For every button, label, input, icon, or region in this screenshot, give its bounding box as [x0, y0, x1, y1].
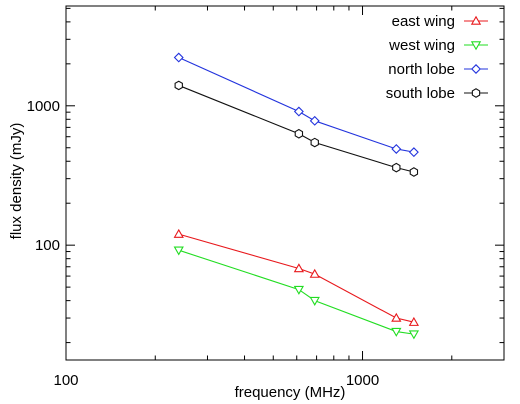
data-point: [309, 115, 320, 126]
legend-label: north lobe: [388, 61, 455, 78]
legend-item: west wing: [388, 37, 488, 54]
x-tick-label: 1000: [346, 372, 379, 389]
data-point: [409, 167, 419, 177]
data-point: [173, 246, 184, 256]
data-point: [294, 128, 304, 139]
x-tick-label: 100: [53, 372, 78, 389]
legend-item: north lobe: [388, 61, 488, 78]
data-point: [408, 316, 420, 326]
series-line: [178, 233, 415, 323]
legend-item: south lobe: [386, 85, 488, 102]
y-tick-label: 100: [35, 237, 60, 254]
data-point: [391, 327, 402, 337]
legend-label: south lobe: [386, 85, 455, 102]
legend-label: east wing: [392, 13, 455, 30]
data-point: [408, 330, 420, 340]
series-line: [178, 249, 414, 335]
series-south-lobe: [174, 80, 419, 177]
legend-marker: [471, 88, 481, 98]
data-point: [408, 147, 419, 158]
data-point: [173, 228, 184, 238]
series-layer: [173, 52, 420, 340]
series-north-lobe: [173, 52, 419, 158]
legend-marker: [471, 64, 481, 74]
x-axis-label: frequency (MHz): [235, 384, 346, 401]
data-point: [310, 137, 319, 148]
plot-frame: [65, 5, 505, 361]
data-point: [174, 80, 183, 91]
legend: east wing west wing north lobe south lobe: [386, 13, 488, 102]
series-west-wing: [173, 246, 420, 340]
y-tick-label: 1000: [27, 98, 60, 115]
data-point: [173, 52, 184, 63]
y-axis-label: flux density (mJy): [8, 123, 25, 240]
data-point: [293, 263, 305, 273]
series-east-wing: [173, 228, 420, 326]
legend-item: east wing: [392, 13, 488, 30]
data-point: [293, 106, 304, 117]
plot-area: [65, 5, 505, 361]
axis-ticks: 100 1000 100 1000: [27, 6, 505, 389]
data-point: [293, 285, 305, 295]
data-point: [391, 143, 402, 154]
data-point: [309, 268, 320, 278]
series-line: [178, 57, 414, 153]
legend-marker: [470, 15, 482, 25]
data-point: [309, 296, 320, 306]
data-point: [391, 312, 402, 322]
data-point: [392, 162, 401, 173]
legend-marker: [470, 41, 482, 51]
series-line: [178, 84, 415, 173]
legend-label: west wing: [388, 37, 455, 54]
